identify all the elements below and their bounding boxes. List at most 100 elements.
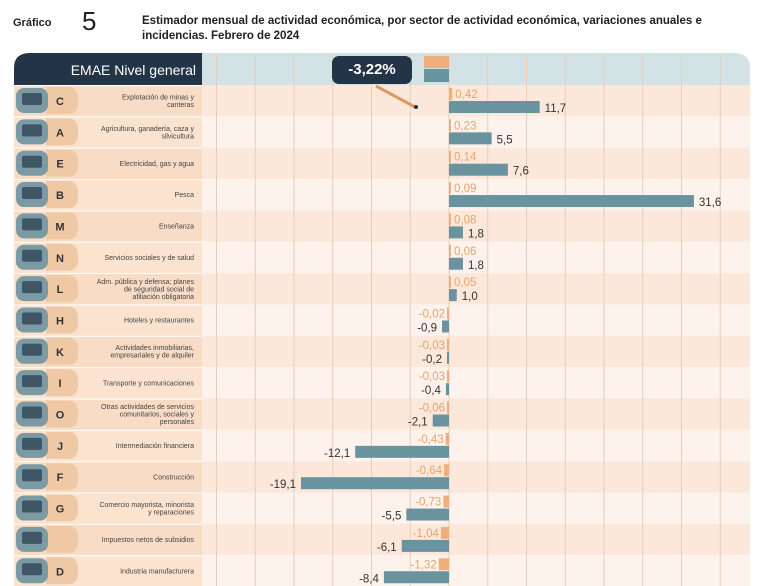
incidence-label: -0,03 xyxy=(419,371,445,383)
row-divider xyxy=(14,523,202,525)
row-divider xyxy=(14,429,202,431)
services-icon-detail xyxy=(22,406,42,419)
header-label-panel xyxy=(14,53,202,85)
category-letter: A xyxy=(56,127,64,139)
agriculture-icon-detail xyxy=(22,124,42,137)
incidence-label: -0,43 xyxy=(417,434,443,446)
variation-label: 1,8 xyxy=(468,260,484,272)
incidence-bar xyxy=(449,244,451,257)
letter-tab xyxy=(46,243,78,271)
category-letter: I xyxy=(58,378,61,390)
incidence-label: 0,06 xyxy=(454,246,476,258)
row-divider xyxy=(14,492,202,494)
mining-icon-detail xyxy=(22,93,42,105)
category-label: Hoteles y restaurantes xyxy=(124,318,195,325)
letter-tab xyxy=(46,275,78,303)
fishing-icon-detail xyxy=(22,187,42,200)
hotel-icon-detail xyxy=(22,312,42,325)
category-letter: B xyxy=(56,190,64,202)
variation-bar xyxy=(447,351,449,364)
category-letter: M xyxy=(55,221,64,233)
variation-label: 1,8 xyxy=(468,228,484,240)
variation-label: -5,5 xyxy=(382,511,402,523)
total-variation-bar xyxy=(424,69,449,82)
letter-tab xyxy=(46,431,78,459)
incidence-bar xyxy=(444,464,449,477)
row-divider xyxy=(14,116,202,118)
category-letter: H xyxy=(56,315,64,327)
letter-tab xyxy=(46,149,78,177)
variation-label: -8,4 xyxy=(359,573,379,585)
letter-tab xyxy=(46,557,78,585)
category-label: Industria manufacturera xyxy=(120,568,194,575)
variation-label: 31,6 xyxy=(699,197,721,209)
letter-tab xyxy=(46,400,78,428)
incidence-label: 0,08 xyxy=(454,214,476,226)
variation-label: 1,0 xyxy=(462,291,478,303)
incidence-label: 0,09 xyxy=(454,183,476,195)
row-divider xyxy=(14,273,202,275)
letter-tab xyxy=(46,525,78,553)
total-incidence-bar xyxy=(424,56,449,68)
incidence-bar xyxy=(447,401,449,414)
total-incidence-badge: -3,22% xyxy=(332,56,412,84)
row-divider xyxy=(14,210,202,212)
incidence-label: -0,64 xyxy=(416,465,443,477)
incidence-bar xyxy=(449,213,451,226)
category-letter: F xyxy=(57,472,64,484)
letter-tab xyxy=(46,369,78,397)
electricity-icon-detail xyxy=(22,155,42,168)
education-icon-detail xyxy=(22,218,42,231)
row-divider xyxy=(14,555,202,557)
letter-tab xyxy=(46,337,78,365)
incidence-label: -0,03 xyxy=(419,340,445,352)
variation-bar xyxy=(449,101,540,113)
incidence-bar xyxy=(449,119,451,132)
figure-number: 5 xyxy=(82,6,97,36)
row-divider xyxy=(14,398,202,400)
row-divider xyxy=(14,304,202,306)
incidence-bar xyxy=(438,558,449,571)
category-label: Comercio mayorista, minorista y reparacio… xyxy=(99,502,194,516)
variation-label: 7,6 xyxy=(513,166,529,178)
incidence-bar xyxy=(440,526,449,539)
chart-title: Estimador mensual de actividad económica… xyxy=(142,15,702,42)
incidence-label: -0,73 xyxy=(415,497,441,509)
incidence-bar xyxy=(447,338,449,351)
finance-icon-detail xyxy=(22,437,42,450)
variation-bar xyxy=(445,383,449,396)
letter-tab xyxy=(46,118,78,146)
variation-bar xyxy=(383,571,449,584)
incidence-bar xyxy=(449,150,451,163)
incidence-label: 0,05 xyxy=(454,277,476,289)
variation-label: 5,5 xyxy=(497,134,513,146)
category-letter: G xyxy=(56,504,65,516)
variation-label: -12,1 xyxy=(324,448,350,460)
commerce-icon-detail xyxy=(22,500,42,513)
pointer-pencil xyxy=(375,84,416,109)
letter-tab xyxy=(46,463,78,491)
incidence-label: -1,04 xyxy=(413,528,440,540)
real-estate-icon-detail xyxy=(22,343,42,356)
letter-tab xyxy=(46,306,78,334)
category-label: Adm. pública y defensa; planes de segurid… xyxy=(97,279,195,301)
letter-tab xyxy=(46,87,78,114)
category-label: Otras actividades de servicios comunitari… xyxy=(101,404,194,426)
taxes-icon-detail xyxy=(22,531,42,544)
category-letter: L xyxy=(57,284,64,296)
category-letter: D xyxy=(56,566,64,578)
row-divider xyxy=(14,461,202,463)
incidence-label: -1,32 xyxy=(411,559,437,571)
category-label: Transporte y comunicaciones xyxy=(103,380,195,387)
incidence-bar xyxy=(447,307,449,320)
variation-bar xyxy=(449,195,694,208)
incidence-bar xyxy=(443,495,449,508)
incidence-bar xyxy=(449,88,453,100)
variation-bar xyxy=(449,226,463,239)
incidence-bar xyxy=(447,370,449,383)
pointer-tip xyxy=(414,105,418,109)
variation-bar xyxy=(449,163,508,176)
letter-tab xyxy=(46,212,78,240)
category-label: Agricultura, ganadería, caza y silvicultu… xyxy=(101,126,194,141)
